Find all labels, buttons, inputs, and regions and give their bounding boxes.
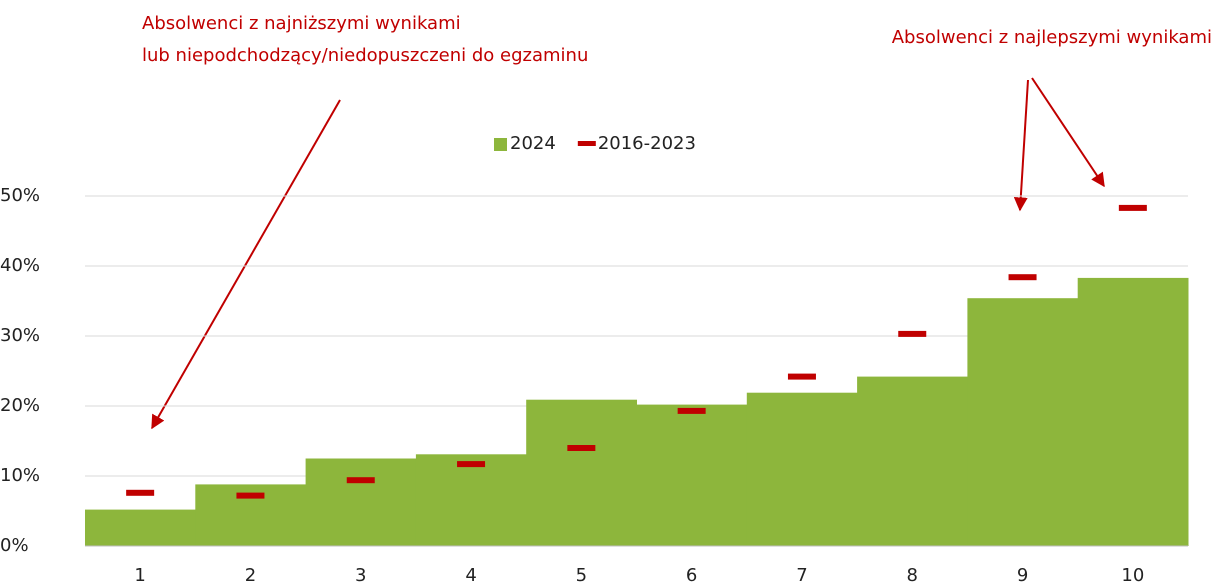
legend-label: 2024 xyxy=(510,133,556,154)
bar xyxy=(967,298,1079,546)
marker xyxy=(346,477,375,484)
annotation: Absolwenci z najlepszymi wynikami xyxy=(892,27,1212,48)
marker xyxy=(1008,274,1037,281)
y-tick-label: 40% xyxy=(0,255,40,276)
bar xyxy=(746,392,858,546)
legend-swatch xyxy=(494,138,507,151)
legend-swatch xyxy=(577,141,596,146)
x-tick-label: 3 xyxy=(355,565,366,586)
marker xyxy=(457,461,486,468)
marker xyxy=(787,373,816,380)
bar xyxy=(1077,277,1189,546)
x-tick-label: 9 xyxy=(1017,565,1028,586)
marker xyxy=(677,407,706,414)
y-tick-label: 50% xyxy=(0,185,40,206)
bar xyxy=(526,399,637,546)
annotation: Absolwenci z najniższymi wynikami xyxy=(142,13,461,34)
annotation: lub niepodchodzący/niedopuszczeni do egz… xyxy=(142,45,588,66)
y-tick-label: 20% xyxy=(0,395,40,416)
marker xyxy=(236,492,265,499)
bar xyxy=(85,509,196,546)
bar xyxy=(415,454,527,546)
marker xyxy=(567,445,596,451)
x-tick-label: 8 xyxy=(907,565,918,586)
arrow xyxy=(1031,77,1105,188)
bar xyxy=(857,376,968,546)
arrow xyxy=(1013,79,1029,212)
bar xyxy=(305,458,417,546)
bar xyxy=(636,404,748,546)
arrow xyxy=(151,99,341,430)
marker xyxy=(1118,204,1147,211)
marker xyxy=(126,489,155,496)
x-tick-label: 5 xyxy=(576,565,587,586)
x-tick-label: 1 xyxy=(134,565,145,586)
x-tick-label: 4 xyxy=(465,565,476,586)
x-tick-label: 7 xyxy=(796,565,807,586)
legend-label: 2016-2023 xyxy=(598,133,696,154)
x-tick-label: 6 xyxy=(686,565,697,586)
y-tick-label: 10% xyxy=(0,465,40,486)
marker xyxy=(898,330,927,337)
x-tick-label: 10 xyxy=(1121,565,1144,586)
y-tick-label: 30% xyxy=(0,325,40,346)
x-tick-label: 2 xyxy=(245,565,256,586)
y-tick-label: 0% xyxy=(0,535,29,556)
